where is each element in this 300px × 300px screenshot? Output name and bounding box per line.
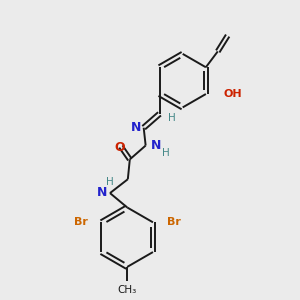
Text: Br: Br bbox=[167, 217, 181, 227]
Text: N: N bbox=[150, 139, 161, 152]
Text: O: O bbox=[115, 141, 125, 154]
Text: N: N bbox=[130, 121, 141, 134]
Text: H: H bbox=[106, 177, 114, 187]
Text: CH₃: CH₃ bbox=[118, 285, 137, 295]
Text: Br: Br bbox=[74, 217, 88, 227]
Text: OH: OH bbox=[224, 89, 242, 99]
Text: H: H bbox=[167, 113, 175, 123]
Text: H: H bbox=[162, 148, 169, 158]
Text: N: N bbox=[97, 186, 107, 199]
